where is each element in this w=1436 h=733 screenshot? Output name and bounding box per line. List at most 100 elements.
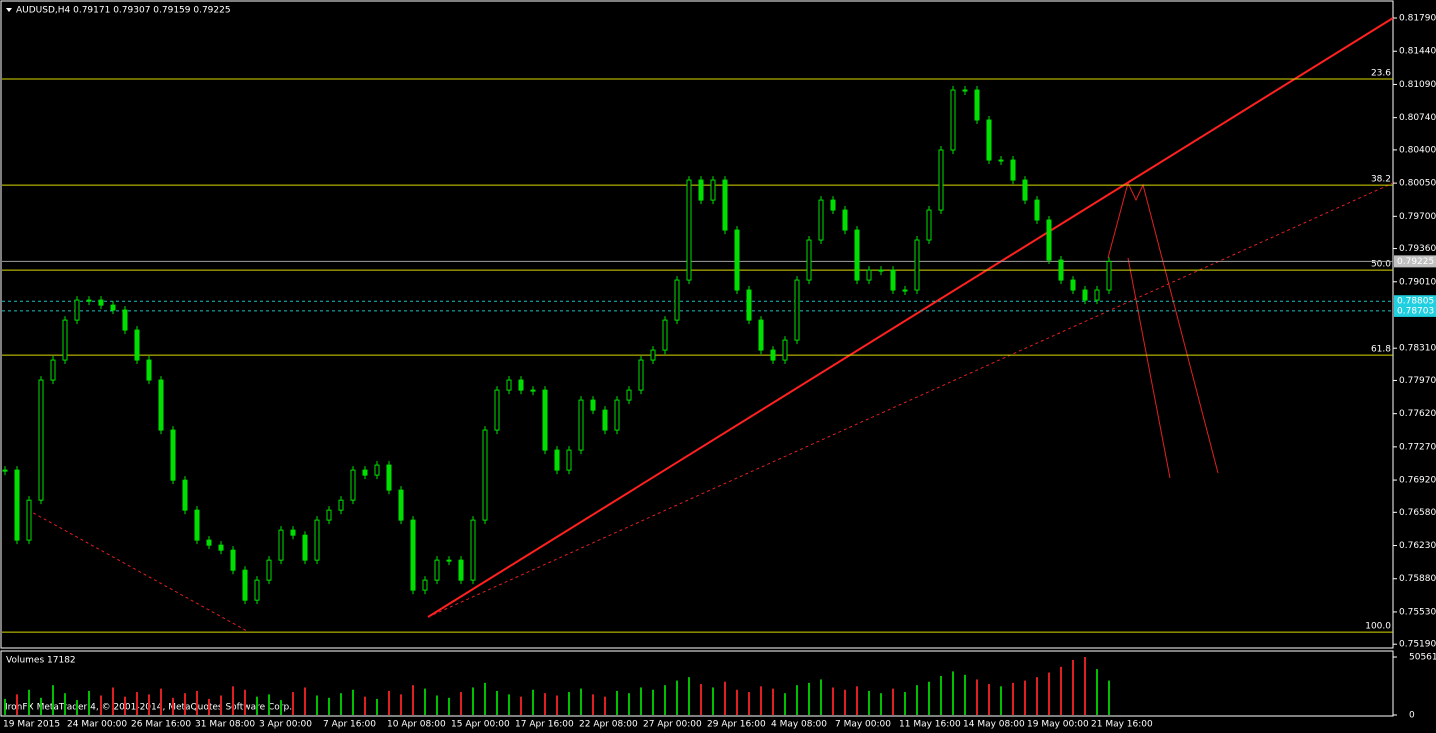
x-tick-label: 27 Apr 00:00 <box>643 720 702 730</box>
candle-body <box>482 429 488 521</box>
candle-body <box>50 359 56 381</box>
x-tick-label: 15 Apr 00:00 <box>451 720 510 730</box>
v-tick-label: 0 <box>1409 711 1415 721</box>
candle-body <box>1082 289 1088 301</box>
y-tick-label: 0.75530 <box>1399 607 1436 617</box>
y-tick-label: 0.76230 <box>1399 541 1436 551</box>
y-tick-label: 0.80050 <box>1399 179 1436 189</box>
candle-body <box>38 379 44 501</box>
candle-body <box>266 559 272 581</box>
candle-body <box>962 89 968 92</box>
candle-body <box>782 339 788 361</box>
fib-label: 100.0 <box>1365 622 1391 632</box>
candle-body <box>254 579 260 601</box>
candle-body <box>1094 289 1100 301</box>
x-tick-label: 11 May 16:00 <box>899 720 961 730</box>
menu-arrow[interactable] <box>6 8 12 12</box>
x-tick-label: 7 Apr 16:00 <box>323 720 376 730</box>
candle-body <box>98 299 104 306</box>
x-tick-label: 3 Apr 00:00 <box>259 720 312 730</box>
projection <box>1107 181 1219 474</box>
x-tick-label: 10 Apr 08:00 <box>387 720 446 730</box>
candle-body <box>902 289 908 292</box>
candle-body <box>1046 219 1052 261</box>
volume-title: Volumes 17182 <box>6 656 76 666</box>
candle-body <box>122 309 128 331</box>
candle-body <box>818 199 824 241</box>
candle-body <box>1070 279 1076 291</box>
candle-body <box>974 89 980 121</box>
trend-line-dashed <box>27 509 248 632</box>
price-marker-box <box>1394 295 1436 308</box>
candle-body <box>182 479 188 511</box>
candle-body <box>146 359 152 381</box>
candle-body <box>302 534 308 561</box>
candle-body <box>1106 260 1112 291</box>
y-tick-label: 0.79700 <box>1399 212 1436 222</box>
x-tick-label: 4 May 08:00 <box>771 720 827 730</box>
candle-body <box>446 559 452 562</box>
x-tick-label: 22 Apr 08:00 <box>579 720 638 730</box>
price-marker-label: 0.78805 <box>1397 297 1434 307</box>
y-tick-label: 0.77970 <box>1399 376 1436 386</box>
candle-body <box>710 179 716 201</box>
fib-label: 23.6 <box>1371 69 1391 79</box>
candle-body <box>242 569 248 601</box>
bid-box <box>1394 255 1436 268</box>
candle-body <box>218 544 224 551</box>
candle-body <box>890 269 896 291</box>
volume-frame <box>0 650 1394 717</box>
candle-body <box>722 179 728 231</box>
candle-body <box>758 319 764 351</box>
v-tick-label: 50561 <box>1409 653 1436 663</box>
y-tick-label: 0.78310 <box>1399 344 1436 354</box>
fib-label: 61.8 <box>1371 345 1391 355</box>
candle-body <box>686 179 692 281</box>
candle-body <box>506 379 512 391</box>
candle-body <box>170 429 176 481</box>
candle-body <box>350 469 356 501</box>
x-tick-label: 7 May 00:00 <box>835 720 891 730</box>
candle-body <box>734 229 740 291</box>
x-tick-label: 17 Apr 16:00 <box>515 720 574 730</box>
candle-body <box>518 379 524 391</box>
candle-body <box>386 464 392 491</box>
y-tick-label: 0.81440 <box>1399 47 1436 57</box>
candle-body <box>746 289 752 321</box>
candle-body <box>626 389 632 401</box>
fib-label: 38.2 <box>1371 175 1391 185</box>
x-tick-label: 26 Mar 16:00 <box>131 720 191 730</box>
y-tick-label: 0.80400 <box>1399 145 1436 155</box>
candle-body <box>854 229 860 281</box>
candle-body <box>614 399 620 431</box>
candle-body <box>926 209 932 241</box>
candle-body <box>554 449 560 471</box>
candle-body <box>866 269 872 281</box>
candle-body <box>602 409 608 431</box>
candle-body <box>578 399 584 451</box>
candle-body <box>14 469 20 541</box>
x-tick-label: 14 May 08:00 <box>963 720 1025 730</box>
candle-body <box>74 299 80 321</box>
candle-body <box>986 119 992 161</box>
candle-body <box>770 349 776 361</box>
price-frame <box>0 0 1394 649</box>
candle-body <box>362 469 368 476</box>
candle-body <box>938 149 944 211</box>
candle-body <box>830 199 836 211</box>
y-tick-label: 0.75880 <box>1399 574 1436 584</box>
trend-line-dashed <box>427 182 1394 618</box>
bid-label: 0.79225 <box>1397 257 1434 267</box>
price-marker-label: 0.78703 <box>1397 306 1434 316</box>
candle-body <box>842 209 848 231</box>
candle-body <box>314 519 320 561</box>
candle-body <box>542 389 548 451</box>
y-tick-label: 0.79010 <box>1399 277 1436 287</box>
candle-body <box>326 509 332 521</box>
projection <box>1127 257 1171 479</box>
candle-body <box>1010 159 1016 181</box>
candle-body <box>878 269 884 272</box>
candle-body <box>494 389 500 431</box>
candle-body <box>794 279 800 341</box>
